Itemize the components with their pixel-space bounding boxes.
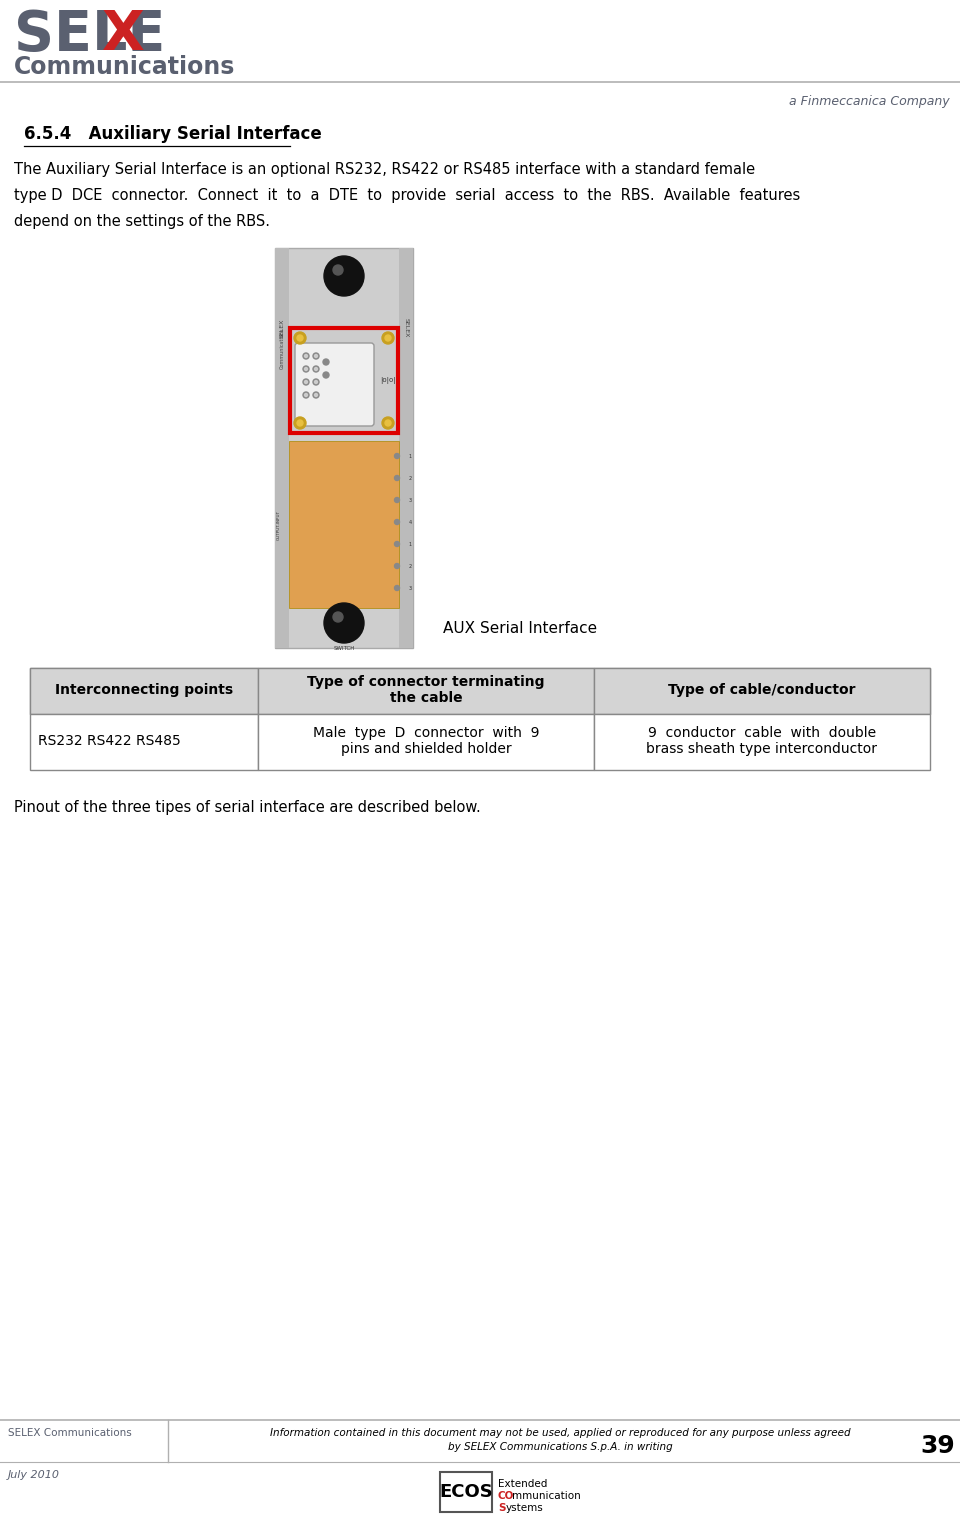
Text: mmunication: mmunication bbox=[512, 1491, 581, 1501]
Text: AUX Serial Interface: AUX Serial Interface bbox=[443, 621, 597, 636]
Circle shape bbox=[294, 332, 306, 345]
Bar bbox=[289, 441, 399, 608]
Text: Extended: Extended bbox=[498, 1479, 547, 1488]
Text: July 2010: July 2010 bbox=[8, 1470, 60, 1479]
Bar bbox=[275, 249, 289, 648]
FancyBboxPatch shape bbox=[295, 343, 374, 425]
Circle shape bbox=[313, 366, 319, 372]
Circle shape bbox=[315, 381, 318, 383]
Circle shape bbox=[395, 476, 399, 480]
Circle shape bbox=[303, 392, 309, 398]
Circle shape bbox=[315, 354, 318, 357]
Text: S: S bbox=[498, 1504, 506, 1513]
Circle shape bbox=[385, 419, 391, 425]
Text: CO: CO bbox=[498, 1491, 515, 1501]
Circle shape bbox=[385, 336, 391, 342]
Bar bbox=[290, 328, 398, 433]
Circle shape bbox=[313, 392, 319, 398]
Bar bbox=[30, 714, 258, 770]
Circle shape bbox=[297, 419, 303, 425]
Text: the cable: the cable bbox=[390, 691, 463, 705]
Bar bbox=[594, 714, 930, 770]
Circle shape bbox=[304, 368, 307, 371]
Circle shape bbox=[304, 393, 307, 396]
Text: Male  type  D  connector  with  9: Male type D connector with 9 bbox=[313, 726, 540, 740]
Text: Type of connector terminating: Type of connector terminating bbox=[307, 676, 544, 689]
Text: by SELEX Communications S.p.A. in writing: by SELEX Communications S.p.A. in writin… bbox=[447, 1443, 672, 1452]
Text: depend on the settings of the RBS.: depend on the settings of the RBS. bbox=[14, 214, 270, 229]
Circle shape bbox=[395, 453, 399, 459]
Circle shape bbox=[313, 380, 319, 384]
Circle shape bbox=[303, 380, 309, 384]
Text: SWITCH: SWITCH bbox=[333, 647, 354, 651]
Text: SELE: SELE bbox=[14, 8, 165, 63]
Circle shape bbox=[303, 366, 309, 372]
Text: 4: 4 bbox=[408, 520, 412, 525]
Circle shape bbox=[395, 586, 399, 590]
Text: 2: 2 bbox=[408, 476, 412, 480]
Circle shape bbox=[323, 358, 329, 364]
Circle shape bbox=[304, 354, 307, 357]
Circle shape bbox=[313, 352, 319, 358]
Circle shape bbox=[333, 612, 343, 622]
Text: 39: 39 bbox=[921, 1434, 955, 1458]
Bar bbox=[399, 249, 413, 648]
Text: ECOS: ECOS bbox=[439, 1482, 492, 1501]
Circle shape bbox=[395, 564, 399, 569]
Text: a Finmeccanica Company: a Finmeccanica Company bbox=[789, 95, 950, 108]
Text: |o|o|: |o|o| bbox=[380, 377, 396, 384]
Text: Pinout of the three tipes of serial interface are described below.: Pinout of the three tipes of serial inte… bbox=[14, 801, 481, 814]
Bar bbox=[440, 1472, 492, 1511]
Text: 1: 1 bbox=[408, 453, 412, 459]
Circle shape bbox=[304, 381, 307, 383]
Circle shape bbox=[333, 265, 343, 274]
Circle shape bbox=[324, 602, 364, 644]
Circle shape bbox=[395, 497, 399, 503]
Text: type D  DCE  connector.  Connect  it  to  a  DTE  to  provide  serial  access  t: type D DCE connector. Connect it to a DT… bbox=[14, 188, 801, 203]
Text: 2: 2 bbox=[408, 564, 412, 569]
Text: 3: 3 bbox=[408, 586, 412, 590]
Text: OUTPUT-INPUT: OUTPUT-INPUT bbox=[277, 509, 281, 540]
Text: brass sheath type interconductor: brass sheath type interconductor bbox=[646, 743, 877, 756]
Circle shape bbox=[315, 368, 318, 371]
Circle shape bbox=[382, 332, 394, 345]
Circle shape bbox=[303, 352, 309, 358]
Text: 6.5.4   Auxiliary Serial Interface: 6.5.4 Auxiliary Serial Interface bbox=[24, 125, 322, 143]
Circle shape bbox=[324, 256, 364, 296]
Bar bbox=[258, 668, 594, 714]
Circle shape bbox=[294, 416, 306, 429]
Text: pins and shielded holder: pins and shielded holder bbox=[341, 743, 512, 756]
Bar bbox=[275, 249, 413, 648]
Circle shape bbox=[395, 520, 399, 525]
Circle shape bbox=[395, 541, 399, 546]
Text: 1: 1 bbox=[408, 541, 412, 546]
Text: X: X bbox=[102, 8, 145, 63]
Text: SELEX Communications: SELEX Communications bbox=[8, 1427, 132, 1438]
Text: Communications: Communications bbox=[279, 328, 284, 369]
Text: 9  conductor  cable  with  double: 9 conductor cable with double bbox=[648, 726, 876, 740]
Bar bbox=[258, 714, 594, 770]
Text: RS232 RS422 RS485: RS232 RS422 RS485 bbox=[38, 734, 180, 747]
Bar bbox=[30, 668, 930, 714]
Text: Information contained in this document may not be used, applied or reproduced fo: Information contained in this document m… bbox=[270, 1427, 851, 1438]
Circle shape bbox=[323, 372, 329, 378]
Circle shape bbox=[382, 416, 394, 429]
Text: The Auxiliary Serial Interface is an optional RS232, RS422 or RS485 interface wi: The Auxiliary Serial Interface is an opt… bbox=[14, 162, 756, 177]
Bar bbox=[30, 668, 258, 714]
Text: ystems: ystems bbox=[506, 1504, 543, 1513]
Circle shape bbox=[297, 336, 303, 342]
Text: 3: 3 bbox=[408, 497, 412, 503]
Text: SELEX: SELEX bbox=[279, 319, 284, 337]
Text: Type of cable/conductor: Type of cable/conductor bbox=[668, 683, 855, 697]
Text: SELEX: SELEX bbox=[403, 319, 409, 337]
Text: Interconnecting points: Interconnecting points bbox=[55, 683, 233, 697]
Circle shape bbox=[315, 393, 318, 396]
Bar bbox=[594, 668, 930, 714]
Text: Communications: Communications bbox=[14, 55, 235, 79]
